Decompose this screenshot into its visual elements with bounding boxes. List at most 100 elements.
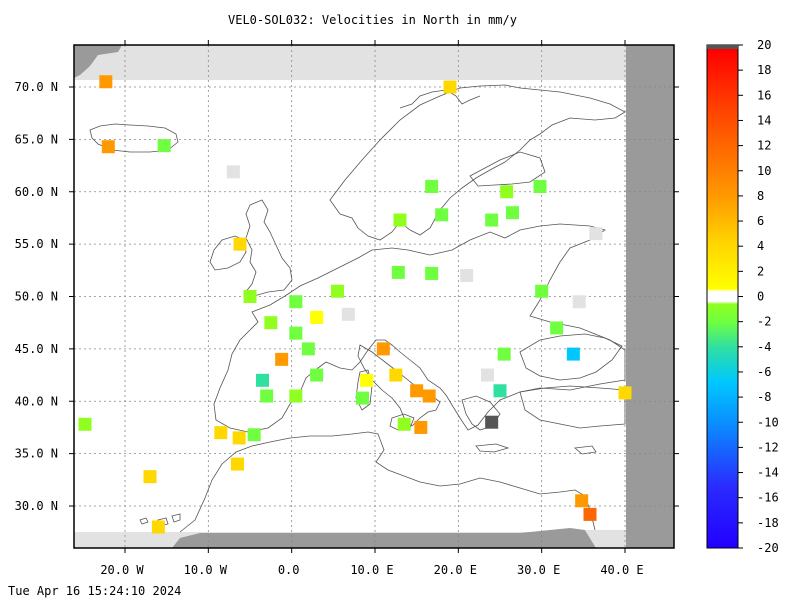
velocity-cell <box>157 139 171 153</box>
velocity-cell <box>481 368 494 382</box>
nodata-greenland <box>74 45 122 78</box>
coast-cyprus <box>574 445 597 455</box>
velocity-cell <box>232 431 246 445</box>
velocity-cell <box>101 140 115 154</box>
velocity-cell <box>231 457 244 471</box>
velocity-cell <box>493 384 507 398</box>
nodata-sahara-edge <box>585 530 626 548</box>
nodata-africa-south <box>172 528 596 548</box>
colorbar-tick-label: 10 <box>757 164 771 178</box>
velocity-cell <box>356 391 369 405</box>
lon-tick-label: 40.0 E <box>600 563 643 577</box>
lat-tick-label: 45.0 N <box>15 342 58 356</box>
colorbar-tick-label: 0 <box>757 290 764 304</box>
nodata-band-north <box>74 45 674 80</box>
coast-sardinia <box>355 369 373 411</box>
velocity-cell <box>233 237 247 251</box>
velocity-cell <box>414 420 428 434</box>
velocity-cell <box>214 426 228 440</box>
velocity-cell <box>550 321 564 335</box>
velocity-cell <box>389 368 403 382</box>
colorbar-tick-label: 4 <box>757 239 764 253</box>
velocity-cell <box>393 213 407 227</box>
colorbar-top-cap <box>707 45 738 49</box>
velocity-cell <box>397 417 411 431</box>
colorbar-tick-label: -2 <box>757 315 771 329</box>
velocity-cell <box>422 389 436 403</box>
velocity-cell <box>485 213 499 227</box>
coast-crete <box>475 443 510 453</box>
colorbar <box>706 44 739 549</box>
lat-tick-label: 55.0 N <box>15 237 58 251</box>
velocity-cell <box>301 342 315 356</box>
velocity-cell <box>331 284 344 298</box>
velocity-cell <box>243 290 257 303</box>
velocity-cell <box>391 265 405 279</box>
lon-tick-label: 0.0 <box>278 563 300 577</box>
velocity-cell <box>151 520 165 534</box>
colorbar-tick-label: -10 <box>757 415 779 429</box>
velocity-cell <box>460 269 474 283</box>
coast-finland <box>469 151 546 187</box>
nodata-russia-northwest <box>626 100 674 140</box>
velocity-cell <box>533 180 547 194</box>
lon-tick-label: 10.0 E <box>350 563 393 577</box>
lon-tick-label: 30.0 E <box>517 563 560 577</box>
coast-anatolia <box>519 385 626 429</box>
colorbar-tick-label: 16 <box>757 88 771 102</box>
lat-tick-label: 35.0 N <box>15 447 58 461</box>
velocity-cell <box>485 415 499 429</box>
colorbar-tick-label: 2 <box>757 264 764 278</box>
velocity-cell <box>264 316 278 330</box>
velocity-cell <box>435 208 449 222</box>
velocity-cell <box>289 295 303 309</box>
velocity-cell <box>376 342 390 356</box>
velocity-cell <box>583 507 597 521</box>
velocity-cell <box>310 368 324 382</box>
velocity-cell <box>260 389 274 403</box>
colorbar-tick-label: 18 <box>757 63 771 77</box>
velocity-cell <box>226 165 240 179</box>
colorbar-tick-label: -8 <box>757 390 771 404</box>
lat-tick-label: 40.0 N <box>15 394 58 408</box>
velocity-cell <box>410 384 424 398</box>
lon-tick-label: 20.0 E <box>434 563 477 577</box>
latitude-ticks: 70.0 N 65.0 N 60.0 N 55.0 N 50.0 N 45.0 N 40.0… <box>15 80 679 513</box>
velocity-cell <box>425 266 439 280</box>
velocity-cell <box>256 373 269 387</box>
velocity-cell <box>341 307 355 321</box>
colorbar-tick-label: 8 <box>757 189 764 203</box>
colorbar-tick-label: 14 <box>757 113 771 127</box>
lat-tick-label: 60.0 N <box>15 185 58 199</box>
lat-tick-label: 50.0 N <box>15 290 58 304</box>
velocity-cell <box>566 347 580 361</box>
velocity-cell <box>99 75 113 89</box>
velocity-cell <box>247 428 261 442</box>
velocity-cell <box>443 80 457 94</box>
velocity-cell <box>310 310 324 324</box>
velocity-cell <box>425 180 439 194</box>
velocity-cell <box>360 373 374 387</box>
velocity-cell <box>289 389 303 403</box>
velocity-cells <box>78 75 632 534</box>
colorbar-tick-label: -18 <box>757 516 779 530</box>
colorbar-tick-label: 6 <box>757 214 764 228</box>
velocity-cell <box>289 326 303 340</box>
velocity-cell <box>497 347 511 361</box>
velocity-cell <box>500 185 514 199</box>
lat-tick-label: 65.0 N <box>15 132 58 146</box>
lat-tick-label: 30.0 N <box>15 499 58 513</box>
colorbar-tick-label: -6 <box>757 365 771 379</box>
colorbar-tick-label: -20 <box>757 541 779 555</box>
velocity-cell <box>143 470 157 484</box>
colorbar-tick-label: 20 <box>757 38 771 52</box>
colorbar-tick-label: -12 <box>757 440 779 454</box>
coast-great-britain <box>243 199 293 297</box>
lon-tick-label: 20.0 W <box>100 563 144 577</box>
coast-continent <box>213 223 626 433</box>
velocity-cell <box>572 295 586 309</box>
velocity-cell <box>78 417 92 431</box>
longitude-ticks: 20.0 W 10.0 W 0.0 10.0 E 20.0 E 30.0 E 40.0 E <box>100 40 644 577</box>
velocity-cell <box>275 352 289 366</box>
